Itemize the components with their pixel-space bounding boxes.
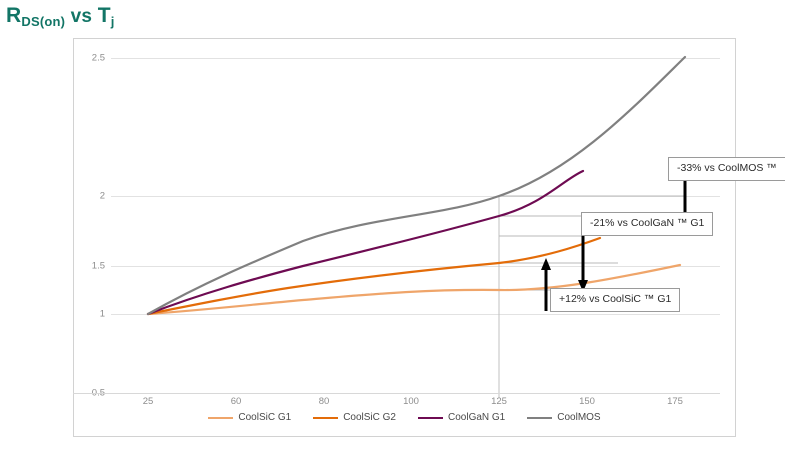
legend-label-coolgan-g1: CoolGaN G1 [448, 412, 506, 423]
series-line-coolgan-g1 [146, 169, 585, 316]
chart-frame [73, 38, 736, 437]
x-axis-line [73, 393, 720, 394]
legend-item-coolsic-g1[interactable]: CoolSiC G1 [208, 412, 291, 423]
legend-label-coolsic-g1: CoolSiC G1 [238, 412, 292, 423]
page-title-t: T [97, 4, 111, 27]
x-tick-label-6: 175 [667, 396, 683, 407]
page-title: RDS(on) vs Tj [6, 4, 115, 29]
y-tick-label-3: 1 [99, 308, 105, 320]
legend-swatch-coolgan-g1 [418, 416, 443, 419]
series-line-coolmos [146, 55, 687, 316]
x-tick-label-5: 150 [579, 396, 595, 407]
page-title-vs: vs [65, 6, 98, 27]
y-tick-label-0: 2.5 [91, 52, 105, 64]
x-tick-label-4: 125 [491, 396, 507, 407]
legend-label-coolmos: CoolMOS [557, 412, 601, 423]
legend-item-coolgan-g1[interactable]: CoolGaN G1 [418, 412, 505, 423]
annotation-vs-coolmos: -33% vs CoolMOS ™ [668, 157, 785, 181]
page-title-subscript-dson: DS(on) [21, 14, 66, 29]
page-title-r: R [6, 4, 22, 27]
legend-swatch-coolsic-g1 [208, 416, 234, 419]
legend-item-coolsic-g2[interactable]: CoolSiC G2 [313, 412, 396, 423]
gridline-1 [111, 314, 720, 315]
legend-item-coolmos[interactable]: CoolMOS [527, 412, 601, 423]
x-tick-label-1: 60 [230, 396, 242, 407]
series-lines [146, 55, 690, 398]
y-tick-label-2: 1.5 [91, 260, 105, 272]
gridline-2 [111, 196, 720, 197]
legend-swatch-coolmos [527, 416, 553, 419]
x-tick-label-2: 80 [318, 396, 330, 407]
page-title-subscript-j: j [110, 14, 115, 29]
series-line-coolsic-g2 [146, 236, 602, 316]
x-tick-label-3: 100 [403, 396, 419, 407]
annotation-vs-coolgan: -21% vs CoolGaN ™ G1 [581, 212, 714, 236]
annotation-vs-coolsic-g1: +12% vs CoolSiC ™ G1 [550, 288, 681, 312]
legend-swatch-coolsic-g2 [313, 416, 339, 419]
plot-area: 2.5 2 1.5 1 0.5 [73, 38, 736, 399]
y-tick-label-1: 2 [99, 190, 105, 202]
x-tick-label-0: 25 [142, 396, 154, 407]
arrow-coolsic-g1 [541, 258, 551, 311]
gridline-2point5 [111, 58, 720, 59]
legend-label-coolsic-g2: CoolSiC G2 [343, 412, 396, 423]
chart-legend: CoolSiC G1 CoolSiC G2 CoolGaN G1 CoolMOS [73, 412, 736, 423]
gridline-1point5 [111, 266, 720, 267]
